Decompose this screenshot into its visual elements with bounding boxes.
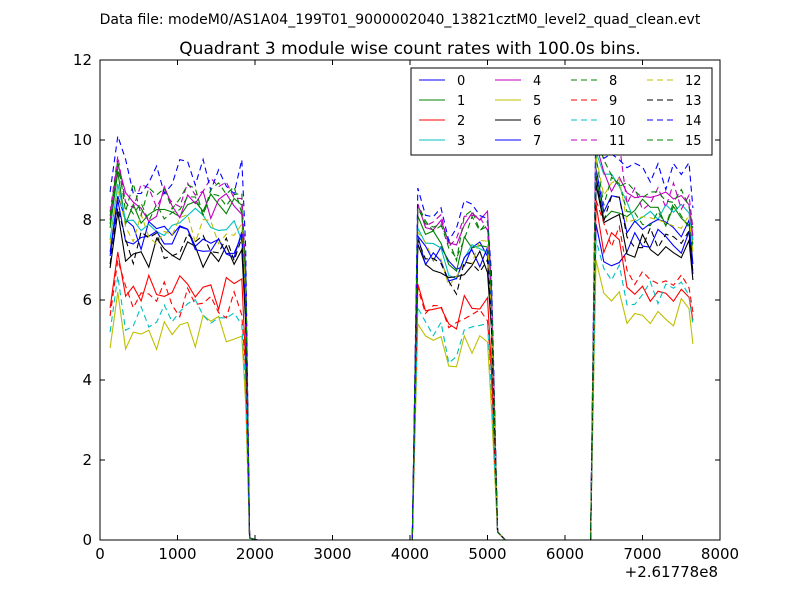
x-tick-label: 2000 — [236, 545, 274, 563]
series-line-2 — [109, 203, 694, 541]
legend-label-0: 0 — [457, 74, 465, 89]
legend-label-4: 4 — [533, 74, 541, 89]
x-tick-label: 7000 — [623, 545, 661, 563]
y-tick-label: 10 — [73, 131, 92, 149]
series-line-8 — [109, 155, 694, 541]
series-line-6 — [109, 183, 694, 541]
legend-label-6: 6 — [533, 114, 541, 129]
series-line-11 — [109, 119, 694, 541]
axis-ticks: 0 1000 2000 3000 4000 5000 6000 7000 80000246810… — [73, 51, 739, 563]
chart-title: Quadrant 3 module wise count rates with … — [179, 39, 640, 59]
series-line-1 — [109, 171, 694, 541]
x-tick-label: 1000 — [158, 545, 196, 563]
y-tick-label: 0 — [82, 531, 92, 549]
x-tick-label: 4000 — [391, 545, 429, 563]
figure-suptitle: Data file: modeM0/AS1A04_199T01_90000020… — [100, 12, 701, 28]
legend-label-13: 13 — [685, 94, 702, 109]
y-tick-label: 8 — [82, 211, 92, 229]
series-line-10 — [109, 239, 694, 541]
x-tick-label: 6000 — [546, 545, 584, 563]
series-line-14 — [109, 107, 694, 541]
y-tick-label: 12 — [73, 51, 92, 69]
legend-label-3: 3 — [457, 134, 465, 149]
x-tick-label: 3000 — [313, 545, 351, 563]
legend-label-8: 8 — [609, 74, 617, 89]
x-tick-label: 8000 — [701, 545, 739, 563]
legend-label-7: 7 — [533, 134, 541, 149]
series-line-12 — [109, 155, 694, 541]
legend-label-5: 5 — [533, 94, 541, 109]
y-tick-label: 6 — [82, 291, 92, 309]
x-offset-label: +2.61778e8 — [625, 563, 718, 581]
legend-label-1: 1 — [457, 94, 465, 109]
legend-label-9: 9 — [609, 94, 617, 109]
series-line-0 — [109, 195, 694, 541]
y-tick-label: 4 — [82, 371, 92, 389]
legend-label-10: 10 — [609, 114, 626, 129]
legend-label-12: 12 — [685, 74, 702, 89]
legend-label-11: 11 — [609, 134, 626, 149]
legend-label-14: 14 — [685, 114, 702, 129]
series-line-13 — [109, 175, 694, 541]
series-line-15 — [109, 135, 694, 541]
series-line-9 — [109, 199, 694, 541]
series-layer — [109, 107, 694, 541]
series-line-7 — [109, 167, 694, 541]
y-tick-label: 2 — [82, 451, 92, 469]
x-tick-label: 5000 — [468, 545, 506, 563]
x-tick-label: 0 — [95, 545, 105, 563]
series-line-5 — [109, 259, 694, 541]
legend-label-2: 2 — [457, 114, 465, 129]
series-line-3 — [109, 151, 694, 541]
legend-label-15: 15 — [685, 134, 702, 149]
